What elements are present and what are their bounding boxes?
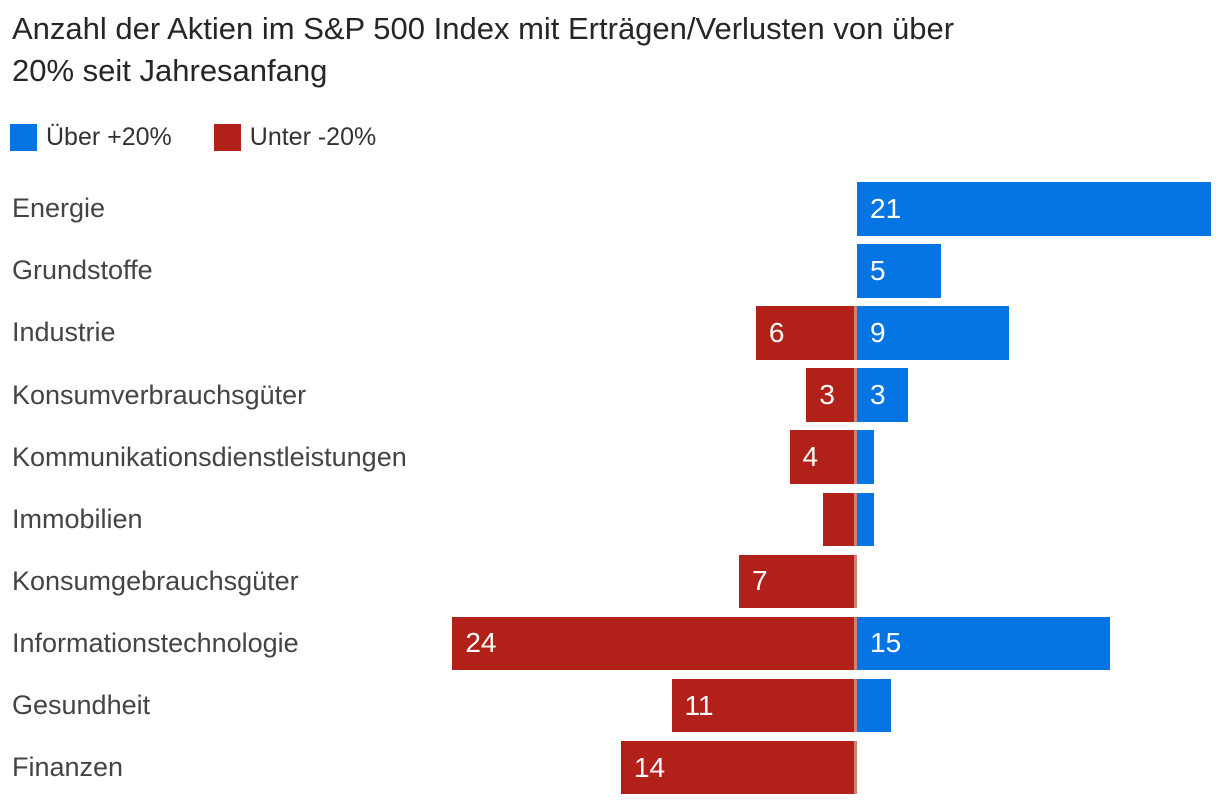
bar-positive xyxy=(857,492,874,546)
bar-negative: 6 xyxy=(755,306,857,360)
chart-row: Gesundheit 11 xyxy=(0,678,1220,733)
chart-title: Anzahl der Aktien im S&P 500 Index mit E… xyxy=(12,8,954,92)
category-label: Energie xyxy=(12,193,106,224)
chart-row: Immobilien xyxy=(0,492,1220,546)
value-label: 6 xyxy=(768,316,785,348)
value-label: 7 xyxy=(751,565,768,597)
legend-label-positive: Über +20% xyxy=(46,123,172,151)
bar-positive: 3 xyxy=(857,368,908,422)
bar-negative: 7 xyxy=(738,554,857,609)
category-label: Gesundheit xyxy=(12,690,151,721)
category-label: Informationstechnologie xyxy=(12,627,299,658)
chart-row: Konsumgebrauchsgüter 7 xyxy=(0,554,1220,609)
category-label: Grundstoffe xyxy=(12,255,153,286)
chart-row: Kommunikationsdienstleistungen 4 xyxy=(0,430,1220,484)
category-label: Finanzen xyxy=(12,752,124,783)
chart-legend: Über +20% Unter -20% xyxy=(10,123,376,152)
category-label: Konsumgebrauchsgüter xyxy=(12,565,299,596)
bar-negative: 11 xyxy=(671,678,857,733)
chart-row: Finanzen 14 xyxy=(0,740,1220,795)
value-label: 4 xyxy=(802,441,819,473)
category-label: Industrie xyxy=(12,317,116,348)
bar-positive: 9 xyxy=(857,306,1009,360)
baseline-divider xyxy=(853,430,857,484)
value-label: 3 xyxy=(819,379,835,411)
legend-swatch-negative-icon xyxy=(213,124,241,151)
category-label: Konsumverbrauchsgüter xyxy=(12,379,307,410)
value-label: 24 xyxy=(465,627,497,659)
category-label: Immobilien xyxy=(12,503,143,534)
bar-negative xyxy=(823,492,857,546)
value-label: 3 xyxy=(870,379,886,411)
value-label: 11 xyxy=(684,689,714,721)
baseline-divider xyxy=(853,492,857,546)
bar-positive: 5 xyxy=(857,244,942,298)
bar-positive: 15 xyxy=(857,616,1110,671)
bar-negative: 14 xyxy=(620,740,857,795)
legend-swatch-positive-icon xyxy=(10,124,37,151)
chart-title-line2: 20% seit Jahresanfang xyxy=(12,53,328,88)
bar-negative: 24 xyxy=(452,616,857,671)
baseline-divider xyxy=(853,554,857,609)
chart-row: Energie 21 xyxy=(0,182,1220,236)
legend-label-negative: Unter -20% xyxy=(249,123,377,151)
bar-positive xyxy=(857,678,891,733)
legend-item-negative: Unter -20% xyxy=(213,123,377,152)
value-label: 14 xyxy=(633,751,666,783)
baseline-divider xyxy=(853,616,857,671)
baseline-divider xyxy=(853,740,857,795)
value-label: 21 xyxy=(870,192,902,224)
value-label: 5 xyxy=(870,254,886,286)
value-label: 9 xyxy=(870,316,886,348)
chart-row: Konsumverbrauchsgüter 3 3 xyxy=(0,368,1220,422)
bar-negative: 4 xyxy=(789,430,857,484)
chart-row: Industrie 9 6 xyxy=(0,306,1220,360)
chart-row: Informationstechnologie 15 24 xyxy=(0,616,1220,671)
chart-title-line1: Anzahl der Aktien im S&P 500 Index mit E… xyxy=(12,11,955,46)
bar-negative: 3 xyxy=(806,368,857,422)
legend-item-positive: Über +20% xyxy=(10,123,172,152)
chart-row: Grundstoffe 5 xyxy=(0,244,1220,298)
category-label: Kommunikationsdienstleistungen xyxy=(12,441,407,472)
baseline-divider xyxy=(853,678,857,733)
bar-positive xyxy=(857,430,874,484)
bar-positive: 21 xyxy=(857,182,1212,236)
baseline-divider xyxy=(853,306,857,360)
diverging-bar-chart: Energie 21 Grundstoffe 5 Industrie 9 6 Konsumve… xyxy=(0,182,1220,800)
value-label: 15 xyxy=(870,627,902,659)
baseline-divider xyxy=(853,368,857,422)
